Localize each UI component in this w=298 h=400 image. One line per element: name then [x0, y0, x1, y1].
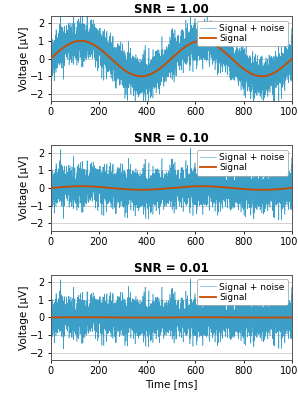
Signal	[49, 315, 52, 320]
Signal + noise	[141, 170, 145, 175]
Signal + noise	[93, 36, 96, 41]
Line: Signal + noise: Signal + noise	[51, 5, 292, 104]
Signal + noise	[290, 323, 294, 328]
Signal	[290, 315, 294, 320]
Y-axis label: Voltage [μV]: Voltage [μV]	[19, 285, 29, 350]
Signal	[290, 186, 294, 190]
Signal	[260, 74, 264, 79]
Signal + noise	[290, 64, 294, 69]
Line: Signal + noise: Signal + noise	[51, 279, 292, 349]
Signal + noise	[93, 294, 96, 298]
Signal + noise	[189, 276, 192, 281]
Signal + noise	[247, 194, 251, 199]
X-axis label: Time [ms]: Time [ms]	[145, 379, 198, 389]
Signal	[194, 184, 197, 189]
Signal + noise	[49, 181, 52, 186]
Signal + noise	[206, 29, 209, 34]
Title: SNR = 1.00: SNR = 1.00	[134, 3, 209, 16]
Signal + noise	[61, 346, 65, 351]
Signal	[290, 56, 294, 61]
Signal	[229, 186, 233, 190]
Signal + noise	[206, 304, 209, 309]
Signal + noise	[229, 75, 233, 80]
Title: SNR = 0.10: SNR = 0.10	[134, 132, 209, 146]
Signal	[79, 315, 83, 320]
Signal + noise	[49, 51, 52, 56]
Signal	[206, 39, 209, 44]
Signal + noise	[93, 178, 96, 183]
Signal + noise	[141, 57, 145, 62]
Line: Signal: Signal	[51, 186, 292, 190]
Signal	[206, 184, 209, 189]
Signal	[141, 315, 145, 320]
Signal	[247, 70, 251, 75]
Legend: Signal + noise, Signal: Signal + noise, Signal	[197, 150, 288, 176]
Y-axis label: Voltage [μV]: Voltage [μV]	[19, 156, 29, 220]
Signal	[93, 184, 96, 189]
Signal + noise	[247, 300, 251, 305]
Signal + noise	[189, 146, 192, 151]
Signal	[206, 315, 209, 320]
Signal + noise	[194, 334, 197, 338]
Signal	[93, 315, 96, 320]
Signal + noise	[49, 310, 52, 315]
Signal	[194, 39, 197, 44]
Signal	[194, 315, 197, 320]
Signal	[141, 187, 145, 192]
Signal	[141, 74, 145, 79]
Signal + noise	[194, 186, 197, 190]
Signal	[247, 187, 251, 192]
Signal	[93, 43, 96, 48]
Signal	[260, 187, 264, 192]
Signal + noise	[147, 102, 150, 107]
Signal + noise	[194, 58, 197, 63]
Y-axis label: Voltage [μV]: Voltage [μV]	[19, 26, 29, 91]
Signal	[79, 38, 83, 43]
Signal + noise	[247, 55, 251, 60]
Signal + noise	[229, 194, 233, 198]
Signal	[247, 315, 251, 320]
Signal + noise	[229, 335, 233, 340]
Signal	[49, 56, 52, 61]
Legend: Signal + noise, Signal: Signal + noise, Signal	[197, 20, 288, 46]
Signal	[260, 315, 264, 320]
Signal	[49, 186, 52, 190]
Line: Signal: Signal	[51, 41, 292, 76]
Signal	[79, 184, 83, 189]
Signal	[229, 55, 233, 60]
Line: Signal + noise: Signal + noise	[51, 148, 292, 220]
Signal + noise	[141, 294, 145, 298]
Title: SNR = 0.01: SNR = 0.01	[134, 262, 209, 275]
Signal + noise	[189, 3, 192, 8]
Signal + noise	[277, 218, 281, 222]
Signal	[229, 315, 233, 320]
Signal + noise	[290, 194, 294, 199]
Signal + noise	[206, 178, 209, 182]
Legend: Signal + noise, Signal: Signal + noise, Signal	[197, 279, 288, 305]
